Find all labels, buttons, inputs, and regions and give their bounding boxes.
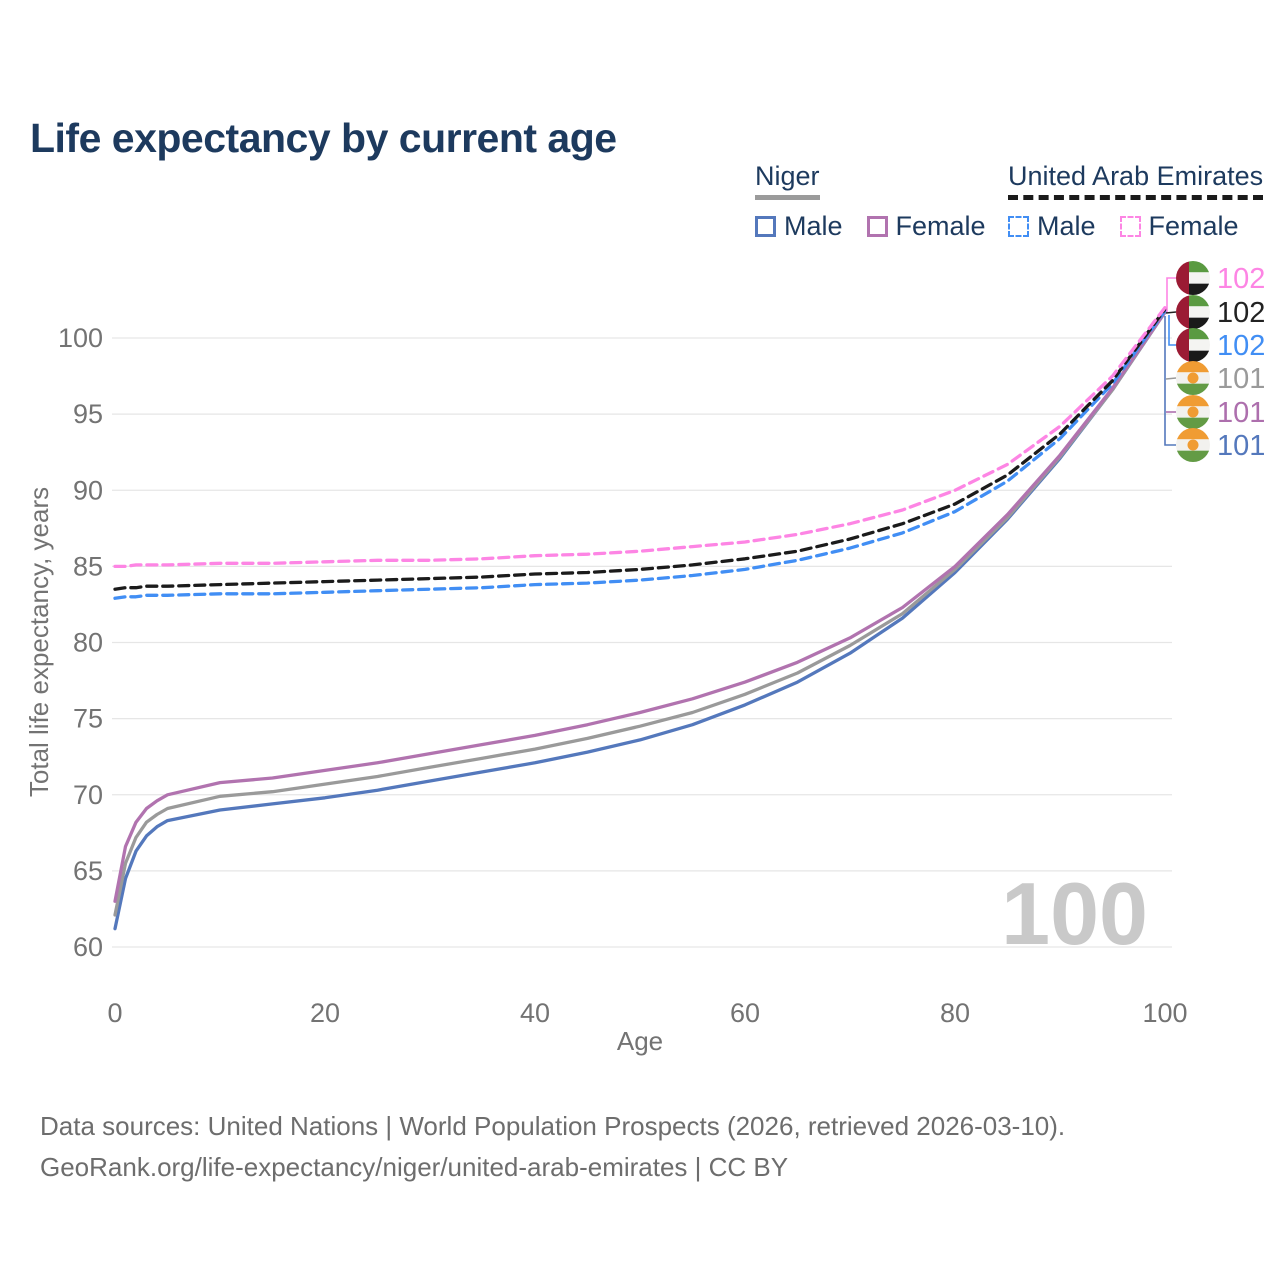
- legend-group-niger: Niger Male Female: [755, 161, 986, 242]
- end-value-label-0: 102: [1217, 263, 1265, 295]
- legend-label: Female: [895, 211, 986, 241]
- legend-label: Male: [1037, 211, 1096, 241]
- footer-attribution: GeoRank.org/life-expectancy/niger/united…: [40, 1152, 789, 1182]
- uae-female-swatch-icon: [1119, 216, 1141, 237]
- legend-label: Male: [784, 211, 843, 241]
- y-tick-label-75: 75: [73, 704, 103, 734]
- series-line-niger-male[interactable]: [113, 310, 1167, 931]
- end-value-label-1: 102: [1217, 297, 1265, 329]
- niger-male-swatch-icon: [755, 216, 776, 237]
- leader-line-5: [1164, 316, 1176, 446]
- flag-icon-niger: [1176, 395, 1210, 429]
- x-tick-label-60: 60: [730, 998, 760, 1028]
- end-value-label-2: 102: [1217, 330, 1265, 362]
- legend-label: Female: [1148, 211, 1239, 241]
- y-axis-title: Total life expectancy, years: [24, 487, 54, 797]
- series-line-uae-male[interactable]: [113, 308, 1167, 600]
- x-tick-label-80: 80: [940, 998, 970, 1028]
- series-line-niger-female[interactable]: [113, 310, 1167, 903]
- flag-icon-uae: [1176, 295, 1210, 329]
- x-tick-label-40: 40: [520, 998, 550, 1028]
- series-line-uae-female[interactable]: [113, 305, 1167, 569]
- legend-title-niger: Niger: [755, 161, 820, 200]
- uae-male-swatch-icon: [1008, 216, 1029, 237]
- footer-data-sources: Data sources: United Nations | World Pop…: [40, 1111, 1066, 1141]
- y-tick-label-95: 95: [73, 399, 103, 429]
- series-line-uae-total[interactable]: [113, 307, 1167, 591]
- legend-group-uae: United Arab Emirates Male Female: [1008, 161, 1264, 242]
- series-line-niger-total[interactable]: [113, 310, 1167, 917]
- niger-female-swatch-icon: [866, 216, 888, 237]
- y-tick-label-85: 85: [73, 551, 103, 581]
- leader-line-1: [1165, 311, 1177, 314]
- x-tick-label-20: 20: [310, 998, 340, 1028]
- leader-line-3: [1165, 377, 1177, 380]
- footer: Data sources: United Nations | World Pop…: [40, 1106, 1065, 1188]
- watermark-age-counter: 100: [1001, 864, 1148, 963]
- y-tick-label-65: 65: [73, 856, 103, 886]
- y-tick-label-80: 80: [73, 628, 103, 658]
- legend-item-uae-female[interactable]: Female: [1119, 211, 1239, 242]
- y-tick-label-70: 70: [73, 780, 103, 810]
- legend-row-niger: Male Female: [755, 211, 986, 242]
- legend-row-uae: Male Female: [1008, 211, 1263, 242]
- end-value-label-4: 101: [1217, 397, 1265, 429]
- x-axis-title: Age: [617, 1026, 663, 1056]
- legend-title-uae: United Arab Emirates: [1008, 161, 1264, 200]
- end-value-label-3: 101: [1217, 363, 1265, 395]
- y-tick-label-90: 90: [73, 475, 103, 505]
- flag-icon-uae: [1176, 261, 1210, 295]
- y-tick-label-100: 100: [58, 323, 103, 353]
- end-value-label-5: 101: [1217, 430, 1265, 462]
- legend-item-niger-female[interactable]: Female: [866, 211, 986, 242]
- page-title: Life expectancy by current age: [30, 115, 617, 162]
- legend-item-uae-male[interactable]: Male: [1008, 211, 1096, 242]
- legend-item-niger-male[interactable]: Male: [755, 211, 843, 242]
- flag-icon-niger: [1176, 361, 1210, 395]
- flag-icon-uae: [1176, 328, 1210, 362]
- leader-line-0: [1166, 277, 1176, 312]
- y-tick-label-60: 60: [73, 932, 103, 962]
- x-tick-label-100: 100: [1142, 998, 1187, 1028]
- leader-line-2: [1168, 315, 1176, 346]
- x-tick-label-0: 0: [107, 998, 122, 1028]
- flag-icon-niger: [1176, 428, 1210, 462]
